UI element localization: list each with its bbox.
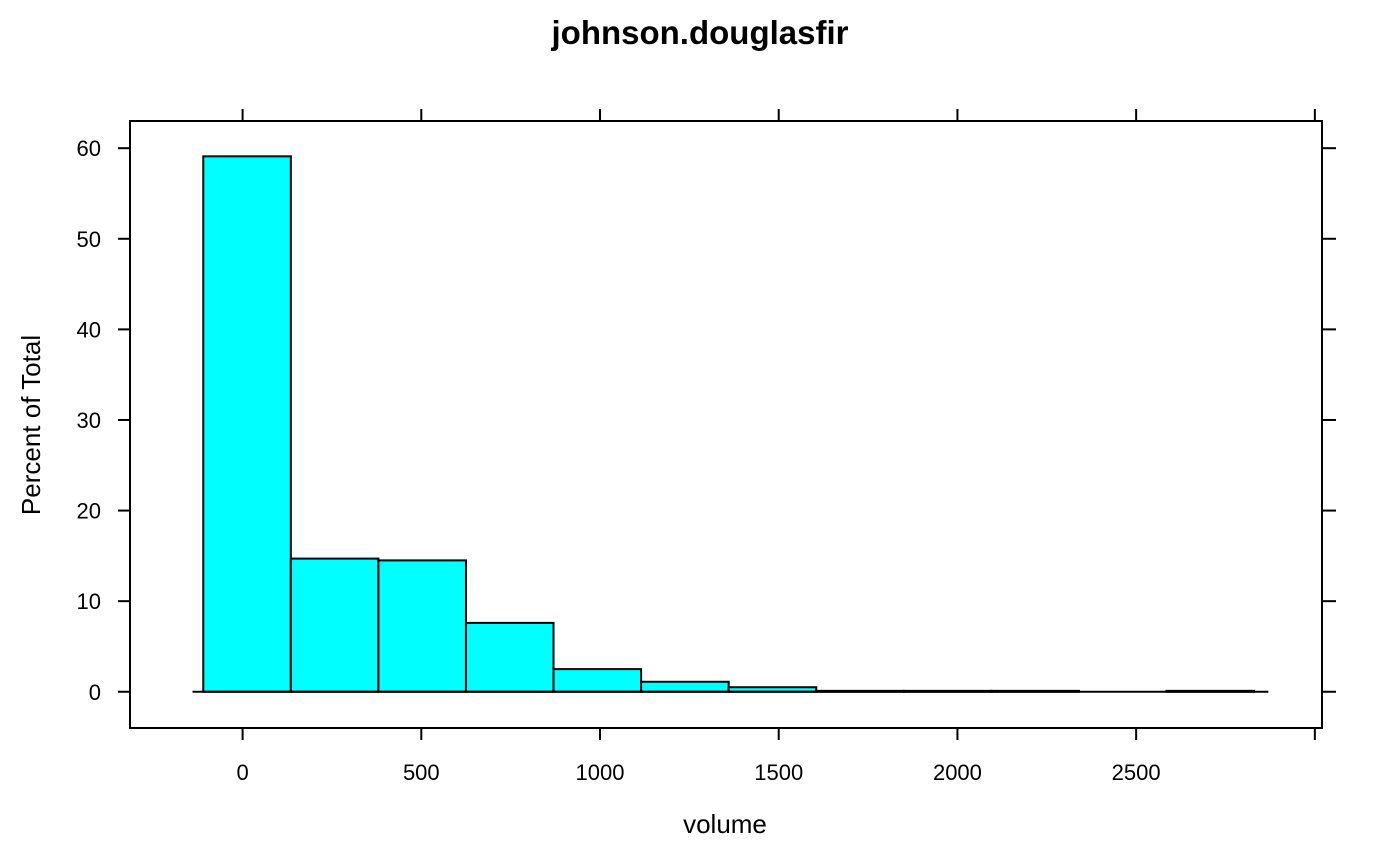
histogram-bar (202, 155, 292, 693)
x-axis-label: volume (683, 809, 767, 839)
y-tick-label: 10 (77, 589, 101, 614)
x-tick-label: 2500 (1112, 760, 1161, 785)
histogram-bar (377, 559, 467, 693)
bars-group (202, 155, 1256, 693)
x-tick-label: 500 (403, 760, 440, 785)
histogram-bar (640, 680, 730, 693)
x-tick-label: 2000 (933, 760, 982, 785)
y-axis-ticks: 0 10 20 30 40 50 60 (77, 136, 1336, 705)
chart-title: johnson.douglasfir (551, 14, 849, 51)
y-tick-label: 0 (89, 680, 101, 705)
y-tick-label: 50 (77, 227, 101, 252)
histogram-bar (464, 621, 555, 693)
plot-frame (129, 120, 1323, 729)
y-axis-label: Percent of Total (16, 335, 46, 515)
y-tick-label: 20 (77, 499, 101, 524)
x-axis-ticks: 0 500 1000 1500 2000 2500 (236, 109, 1316, 785)
y-tick-label: 30 (77, 408, 101, 433)
y-tick-label: 60 (77, 136, 101, 161)
x-tick-label: 1000 (576, 760, 625, 785)
x-tick-label: 0 (236, 760, 248, 785)
y-tick-label: 40 (77, 317, 101, 342)
histogram-bar (289, 557, 380, 693)
x-tick-label: 1500 (754, 760, 803, 785)
histogram-bar (552, 668, 643, 693)
